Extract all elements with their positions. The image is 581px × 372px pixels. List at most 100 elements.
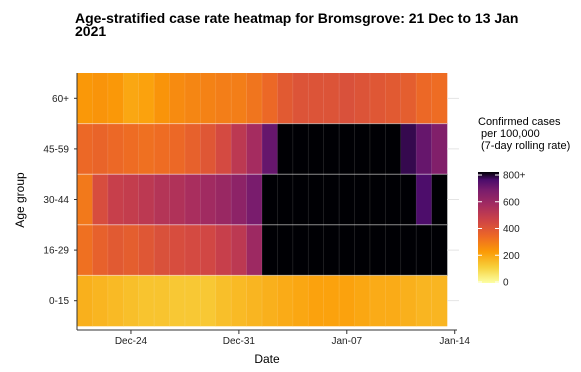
heatmap-cell: [138, 174, 155, 226]
heatmap-cell: [308, 73, 324, 124]
heatmap-cell: [431, 174, 448, 226]
heatmap-cell: [400, 275, 417, 327]
heatmap-cell: [292, 275, 309, 327]
heatmap-cell: [215, 275, 232, 327]
heatmap-cell: [200, 224, 217, 276]
heatmap-cell: [92, 174, 109, 226]
heatmap-cell: [416, 73, 432, 124]
heatmap-cell: [169, 275, 186, 327]
heatmap-cell: [339, 123, 355, 175]
heatmap-cell: [385, 73, 402, 124]
heatmap-cell: [123, 275, 139, 327]
heatmap-cell: [400, 73, 417, 124]
y-axis-title: Age group: [13, 172, 27, 228]
legend-tick-label: 400: [503, 224, 520, 235]
heatmap-cell: [292, 73, 309, 124]
heatmap-cell: [169, 123, 186, 175]
heatmap-cell: [154, 123, 170, 175]
x-axis-title: Date: [254, 352, 280, 366]
legend-tick-label: 600: [503, 197, 520, 208]
heatmap-cell: [308, 224, 324, 276]
legend-tick-label: 800+: [503, 171, 526, 182]
heatmap-cell: [431, 73, 448, 124]
heatmap-cell: [169, 224, 186, 276]
x-tick-label: Dec-24: [115, 336, 148, 347]
heatmap-cell: [92, 123, 109, 175]
heatmap-cell: [200, 275, 217, 327]
heatmap-cell: [77, 123, 93, 175]
heatmap-cell: [246, 174, 263, 226]
heatmap-cell: [431, 224, 448, 276]
heatmap-cell: [107, 174, 124, 226]
heatmap-cell: [385, 123, 402, 175]
heatmap-cell: [323, 224, 340, 276]
x-tick-label: Jan-14: [439, 336, 470, 347]
heatmap-cell: [262, 174, 278, 226]
heatmap-cell: [262, 123, 278, 175]
heatmap-cell: [184, 224, 201, 276]
heatmap-cell: [308, 275, 324, 327]
heatmap-cell: [200, 73, 217, 124]
heatmap-cell: [138, 275, 155, 327]
heatmap-cell: [323, 123, 340, 175]
heatmap-cell: [277, 123, 294, 175]
heatmap-cell: [339, 275, 355, 327]
heatmap-cell: [107, 224, 124, 276]
heatmap-cell: [77, 73, 93, 124]
y-tick-label: 60+: [52, 94, 69, 105]
heatmap-cells: [77, 73, 448, 327]
legend-ticks: 800+ 600 400 200 0: [478, 171, 526, 289]
heatmap-cell: [169, 174, 186, 226]
heatmap-cell: [339, 224, 355, 276]
heatmap-cell: [339, 174, 355, 226]
heatmap-cell: [277, 73, 294, 124]
heatmap-cell: [215, 123, 232, 175]
heatmap-cell: [215, 73, 232, 124]
heatmap-cell: [385, 174, 402, 226]
heatmap-cell: [369, 73, 386, 124]
heatmap-cell: [184, 73, 201, 124]
legend-colorbar: [478, 172, 499, 283]
heatmap-cell: [154, 224, 170, 276]
heatmap-cell: [123, 174, 139, 226]
chart-title: Age-stratified case rate heatmap for Bro…: [75, 10, 519, 39]
legend-tick-label: 0: [503, 278, 509, 289]
heatmap-cell: [154, 275, 170, 327]
heatmap-cell: [123, 224, 139, 276]
heatmap-cell: [323, 73, 340, 124]
heatmap-cell: [138, 73, 155, 124]
heatmap-cell: [215, 224, 232, 276]
heatmap-cell: [323, 174, 340, 226]
heatmap-cell: [77, 275, 93, 327]
heatmap-cell: [277, 224, 294, 276]
heatmap-cell: [416, 123, 432, 175]
heatmap-cell: [231, 275, 247, 327]
heatmap-cell: [246, 275, 263, 327]
heatmap-cell: [184, 123, 201, 175]
heatmap-cell: [400, 123, 417, 175]
x-tick-label: Dec-31: [223, 336, 256, 347]
y-tick-label: 0-15: [49, 296, 69, 307]
heatmap-cell: [385, 224, 402, 276]
gridlines: [77, 73, 447, 326]
x-tick-labels: Dec-24 Dec-31 Jan-07 Jan-14: [115, 330, 470, 347]
heatmap-cell: [369, 224, 386, 276]
heatmap-cell: [184, 275, 201, 327]
heatmap-cell: [354, 224, 371, 276]
heatmap-cell: [292, 224, 309, 276]
axes: [76, 73, 457, 331]
heatmap-cell: [292, 123, 309, 175]
heatmap-cell: [231, 224, 247, 276]
legend-title-line-1: Confirmed cases: [478, 116, 561, 128]
y-tick-label: 16-29: [43, 246, 69, 257]
heatmap-cell: [369, 275, 386, 327]
heatmap-cell: [107, 123, 124, 175]
heatmap-cell: [107, 73, 124, 124]
heatmap-cell: [277, 174, 294, 226]
heatmap-cell: [369, 123, 386, 175]
heatmap-cell: [231, 73, 247, 124]
heatmap-cell: [92, 73, 109, 124]
legend-tick-label: 200: [503, 251, 520, 262]
heatmap-cell: [416, 174, 432, 226]
